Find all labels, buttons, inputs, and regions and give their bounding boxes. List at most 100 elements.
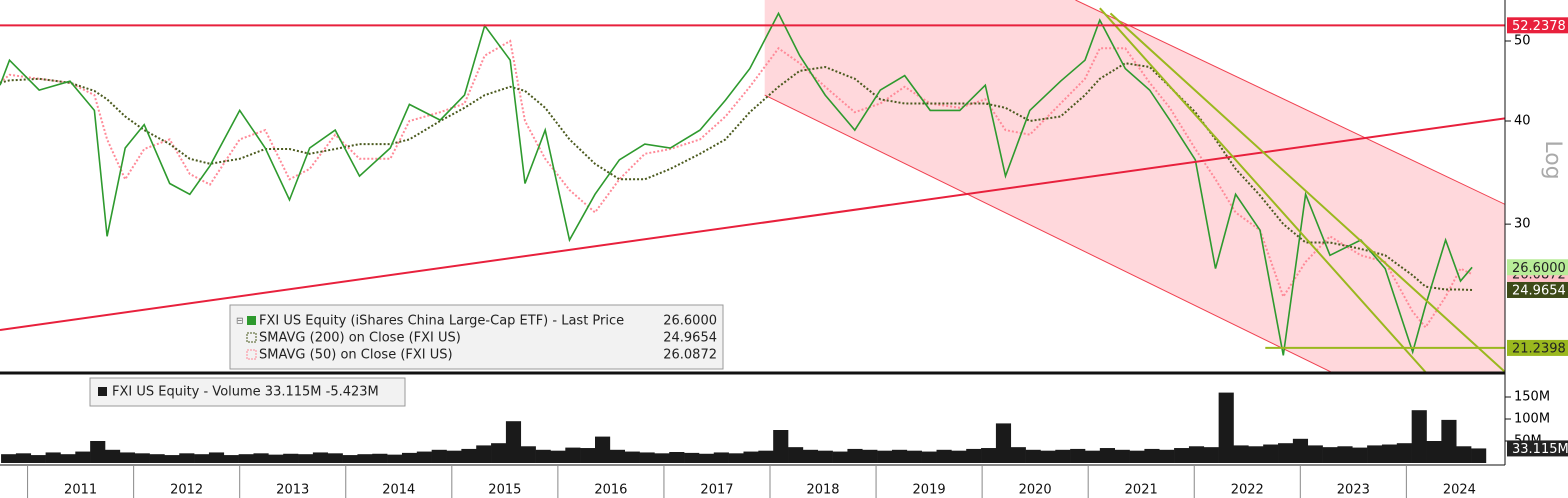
volume-bar [1055, 449, 1071, 463]
legend-marker [247, 316, 256, 325]
volume-bar [535, 449, 551, 463]
volume-bar [877, 450, 893, 463]
x-tick-label: 2020 [1019, 483, 1052, 498]
volume-bar [208, 452, 225, 463]
volume-bar [1218, 392, 1234, 463]
volume-bar [921, 451, 937, 463]
volume-bar [1322, 447, 1338, 463]
volume-bar [654, 453, 670, 463]
volume-bar [253, 453, 269, 463]
volume-bar [1144, 448, 1160, 463]
volume-bar [639, 452, 655, 463]
volume-bar [773, 430, 789, 463]
y-tick-label: 100M [1514, 412, 1550, 427]
y-tick-label: 50 [1514, 34, 1531, 49]
legend-label: FXI US Equity - Volume 33.115M -5.423M [112, 385, 379, 400]
trendline [1109, 12, 1505, 372]
volume-bar [847, 448, 863, 463]
x-tick-label: 2024 [1443, 483, 1476, 498]
volume-bar [520, 446, 536, 463]
volume-bar [550, 450, 566, 463]
channel-edge [764, 94, 1333, 372]
volume-bar [194, 454, 210, 463]
price-plot [0, 0, 1505, 372]
volume-bar [75, 451, 91, 463]
volume-bar [491, 443, 507, 463]
series-line [0, 62, 1473, 291]
x-tick-label: 2016 [594, 483, 627, 498]
volume-bar [1203, 447, 1219, 463]
volume-bar [1188, 446, 1205, 463]
x-tick-label: 2018 [806, 483, 839, 498]
volume-bar [580, 448, 596, 463]
volume-bar [1278, 443, 1294, 463]
volume-bar [1263, 444, 1279, 463]
legend-marker [246, 349, 257, 360]
x-tick-label: 2019 [913, 483, 946, 498]
volume-bar [15, 453, 32, 463]
x-tick-label: 2015 [488, 483, 521, 498]
volume-bar [936, 449, 952, 463]
volume-bar [312, 452, 329, 463]
volume-bar [431, 449, 447, 463]
volume-bar [119, 452, 135, 463]
volume-bar [669, 452, 685, 463]
volume-bar [90, 441, 106, 463]
volume-bar [1233, 445, 1249, 463]
legend-value: 24.9654 [663, 331, 717, 346]
volume-bar [817, 450, 833, 463]
volume-bar [283, 453, 299, 463]
volume-bar [609, 449, 625, 463]
volume-bar [891, 449, 908, 463]
volume-bar [505, 421, 522, 463]
volume-bar [802, 449, 819, 463]
trendline [1099, 7, 1427, 372]
legend-value: 26.0872 [663, 348, 717, 363]
volume-bar [743, 451, 759, 463]
level-badge [1507, 17, 1568, 34]
volume-bar [179, 453, 195, 463]
last-label: 33.115M [1512, 442, 1568, 457]
volume-bar [45, 452, 61, 463]
volume-bar [981, 448, 997, 463]
y-tick-label: 30 [1514, 217, 1531, 232]
x-tick-label: 2021 [1125, 483, 1158, 498]
last-label: 26.6000 [1512, 261, 1566, 276]
volume-bar [565, 447, 581, 463]
x-tick-label: 2022 [1231, 483, 1264, 498]
volume-bar [951, 450, 967, 463]
volume-bar [1070, 448, 1086, 463]
legend-box [89, 377, 406, 407]
level-label: 21.2398 [1512, 341, 1566, 356]
level-badge [1507, 339, 1568, 356]
series-line [0, 11, 1473, 356]
x-tick-label: 2012 [170, 483, 203, 498]
volume-bar [862, 449, 878, 463]
volume-bar [1159, 449, 1175, 463]
volume-bar [1441, 419, 1457, 463]
volume-bar [60, 454, 76, 463]
volume-bar [1114, 449, 1130, 463]
volume-bar [995, 423, 1012, 463]
volume-bar [684, 452, 700, 463]
volume-bar [387, 454, 403, 463]
series-line [0, 39, 1473, 329]
volume-bar [1307, 445, 1323, 463]
volume-bar [372, 453, 388, 463]
volume-bar [1411, 410, 1427, 463]
legend-toggle: ⊟ [236, 317, 244, 327]
volume-bar [1381, 444, 1398, 463]
volume-bar [1396, 443, 1412, 463]
volume-bar [832, 451, 848, 463]
volume-bar [1, 454, 17, 463]
volume-bar [698, 453, 715, 463]
level-label: 52.2378 [1512, 19, 1566, 34]
volume-bar [105, 449, 121, 463]
volume-bar [966, 448, 982, 463]
volume-bar [164, 455, 180, 463]
volume-bar [327, 453, 343, 463]
volume-bar [238, 454, 254, 463]
y-tick-label: 40 [1514, 114, 1531, 129]
legend-marker [98, 387, 107, 396]
legend-marker [246, 332, 257, 343]
